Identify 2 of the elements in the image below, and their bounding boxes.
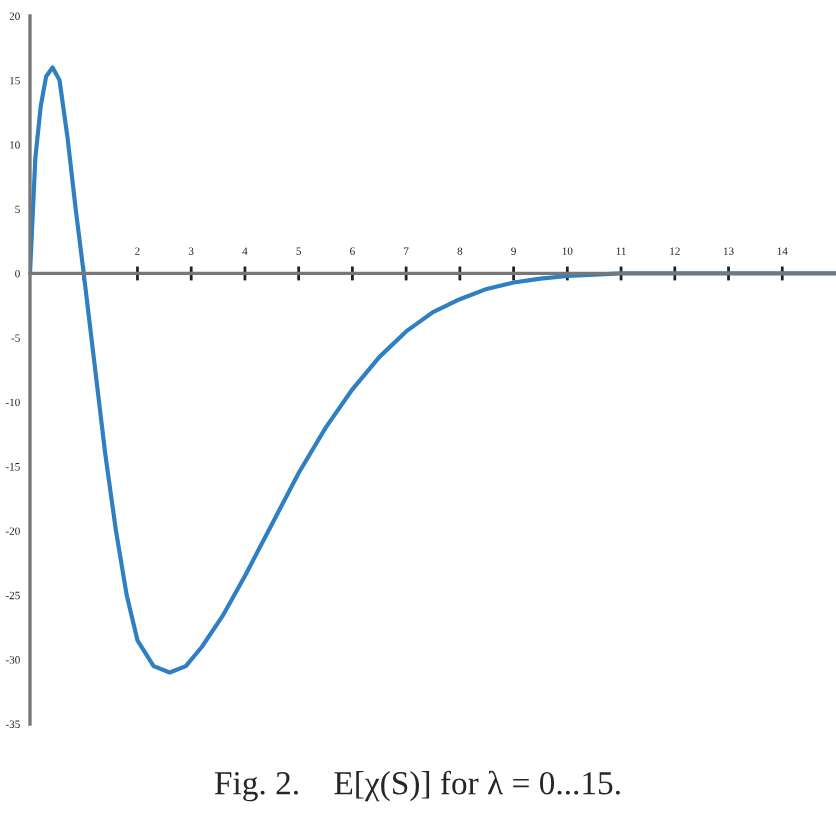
text: Fig. 2. E[χ(S)] for λ = 0...15. [214,770,620,802]
line-series [30,65,836,675]
